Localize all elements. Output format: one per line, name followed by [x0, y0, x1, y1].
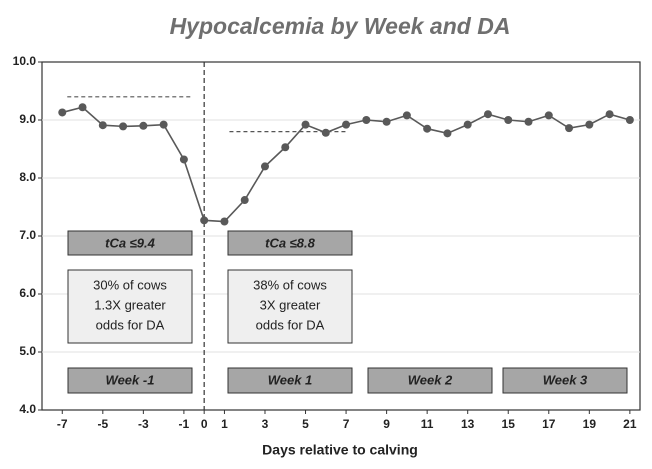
data-point [605, 110, 614, 119]
note-text: odds for DA [256, 317, 325, 332]
data-point [565, 124, 574, 133]
y-tick-label: 7.0 [19, 228, 36, 242]
y-tick-label: 10.0 [13, 54, 37, 68]
note-text: 3X greater [260, 297, 321, 312]
week-label: Week 1 [268, 372, 313, 387]
x-tick-label: 0 [201, 417, 208, 431]
x-tick-label: -3 [138, 417, 149, 431]
y-tick-label: 5.0 [19, 344, 36, 358]
note-box [227, 269, 353, 344]
data-point [544, 111, 553, 120]
data-point [78, 103, 87, 112]
data-point [240, 196, 249, 205]
data-point [342, 120, 351, 129]
data-point [504, 116, 513, 124]
x-tick-label: 13 [461, 417, 475, 431]
data-point [524, 117, 533, 126]
x-axis-label: Days relative to calving [262, 442, 418, 458]
threshold-box [67, 230, 193, 256]
x-tick-label: 9 [383, 417, 390, 431]
data-point [321, 128, 330, 137]
note-text: 38% of cows [253, 277, 327, 292]
data-point [179, 155, 188, 164]
data-point [362, 116, 371, 124]
data-point [585, 120, 594, 129]
x-tick-label: 1 [221, 417, 228, 431]
data-point [625, 116, 634, 124]
chart-title: Hypocalcemia by Week and DA [170, 13, 511, 39]
data-point [119, 122, 128, 131]
data-point [58, 108, 67, 117]
week-label: Week -1 [106, 372, 155, 387]
y-tick-label: 6.0 [19, 286, 36, 300]
x-tick-label: 21 [623, 417, 637, 431]
x-tick-label: 5 [302, 417, 309, 431]
data-point [159, 120, 168, 129]
note-text: odds for DA [96, 317, 165, 332]
week-label: Week 2 [408, 372, 453, 387]
x-tick-label: 3 [262, 417, 269, 431]
week-label: Week 3 [543, 372, 588, 387]
data-point [402, 111, 411, 120]
x-tick-label: -1 [179, 417, 190, 431]
x-tick-label: 15 [502, 417, 516, 431]
x-tick-label: 19 [583, 417, 597, 431]
data-point [463, 120, 472, 129]
data-point [483, 110, 492, 119]
x-tick-label: 17 [542, 417, 556, 431]
data-point [260, 162, 269, 171]
data-point [301, 120, 310, 129]
note-box [67, 269, 193, 344]
week-box [227, 367, 353, 394]
threshold-label: tCa ≤8.8 [265, 235, 316, 250]
note-text: 30% of cows [93, 277, 167, 292]
data-point [281, 143, 290, 152]
data-point [200, 216, 209, 225]
data-point [139, 121, 148, 130]
data-point [220, 217, 229, 226]
x-tick-label: 11 [421, 417, 434, 431]
y-tick-label: 4.0 [19, 402, 36, 416]
x-tick-label: -5 [97, 417, 108, 431]
threshold-label: tCa ≤9.4 [105, 235, 156, 250]
threshold-box [227, 230, 353, 256]
x-tick-label: 7 [343, 417, 350, 431]
data-point [98, 121, 107, 130]
week-box [67, 367, 193, 394]
y-tick-label: 9.0 [19, 112, 36, 126]
data-point [423, 124, 432, 133]
note-text: 1.3X greater [94, 297, 166, 312]
data-point [443, 129, 452, 138]
data-point [382, 117, 391, 126]
y-tick-label: 8.0 [19, 170, 36, 184]
week-box [367, 367, 493, 394]
week-box [502, 367, 628, 394]
x-tick-label: -7 [57, 417, 68, 431]
